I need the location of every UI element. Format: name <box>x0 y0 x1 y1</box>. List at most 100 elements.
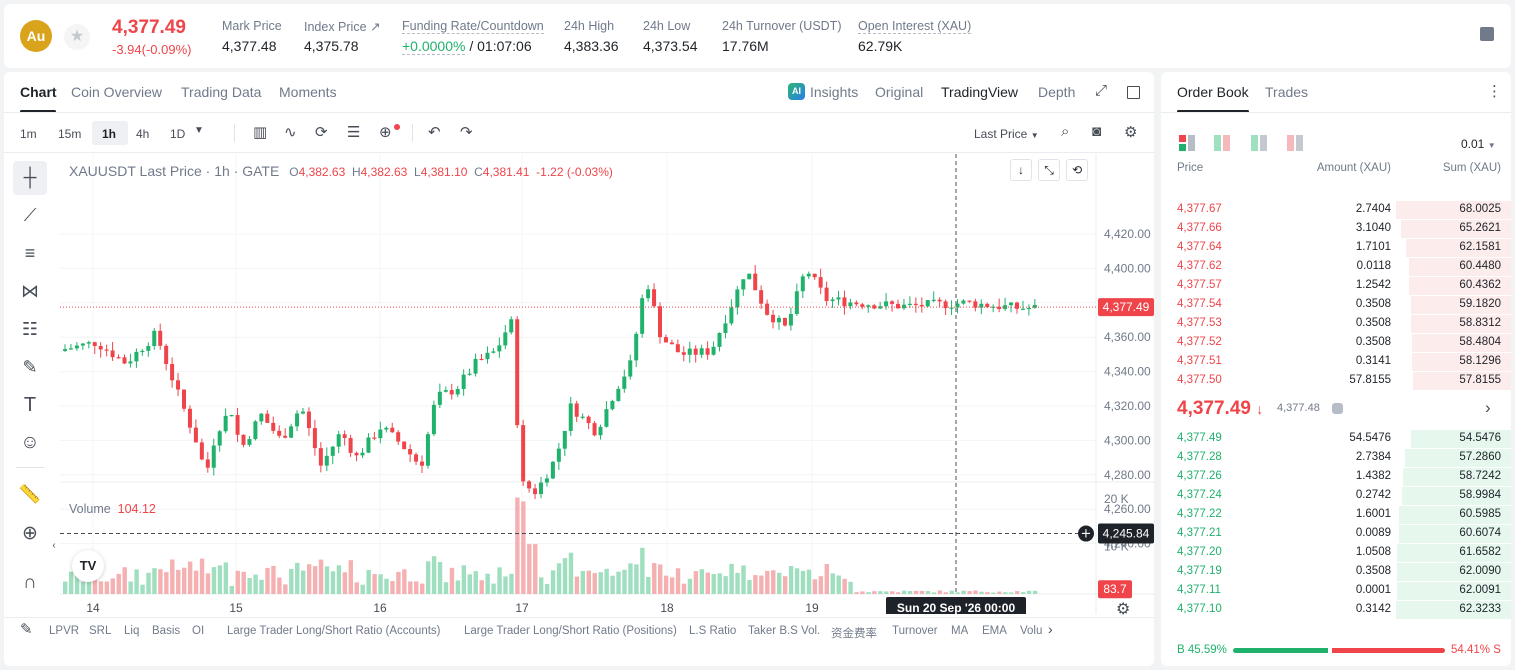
bid-row[interactable]: 4,377.10 0.3142 62.3233 <box>1161 600 1511 619</box>
precision-select[interactable]: 0.01 ▼ <box>1461 137 1496 151</box>
tab-depth[interactable]: Depth <box>1038 84 1076 100</box>
templates-icon[interactable]: ☰ <box>347 124 361 141</box>
indicator-liq[interactable]: Liq <box>124 625 140 637</box>
tab-tradingview[interactable]: TradingView <box>941 84 1019 100</box>
ask-row[interactable]: 4,377.64 1.7101 62.1581 <box>1161 238 1511 257</box>
ask-row[interactable]: 4,377.62 0.0118 60.4480 <box>1161 257 1511 276</box>
undo-icon[interactable]: ↶ <box>428 124 441 141</box>
collapse-toolbar-icon[interactable]: ‹ <box>52 540 56 551</box>
brush-icon[interactable]: ✎ <box>22 357 38 377</box>
emoji-icon[interactable]: ☺ <box>20 432 40 453</box>
bid-row[interactable]: 4,377.11 0.0001 62.0091 <box>1161 581 1511 600</box>
candles-icon[interactable]: ▥ <box>253 124 268 141</box>
ask-row[interactable]: 4,377.66 3.1040 65.2621 <box>1161 219 1511 238</box>
tab-trades[interactable]: Trades <box>1265 84 1309 100</box>
indicator-volume[interactable]: Volu <box>1020 625 1043 637</box>
bid-row[interactable]: 4,377.28 2.7384 57.2860 <box>1161 448 1511 467</box>
ask-row[interactable]: 4,377.54 0.3508 59.1820 <box>1161 295 1511 314</box>
search-icon[interactable]: ⌕ <box>1061 123 1070 140</box>
ask-row[interactable]: 4,377.67 2.7404 68.0025 <box>1161 200 1511 219</box>
bid-row[interactable]: 4,377.26 1.4382 58.7242 <box>1161 467 1511 486</box>
indicator-ema[interactable]: EMA <box>982 625 1007 637</box>
collapse-icon[interactable]: ⤡ <box>1038 159 1060 181</box>
indicator-ls-accounts[interactable]: Large Trader Long/Short Ratio (Accounts) <box>227 625 441 637</box>
indicator-ls-ratio[interactable]: L.S Ratio <box>689 625 737 637</box>
bid-row[interactable]: 4,377.22 1.6001 60.5985 <box>1161 505 1511 524</box>
text-tool-icon[interactable]: T <box>23 394 37 416</box>
chevron-right-icon[interactable]: › <box>1485 398 1491 417</box>
scroll-down-icon[interactable]: ↓ <box>1010 159 1032 181</box>
ask-row[interactable]: 4,377.52 0.3508 58.4804 <box>1161 333 1511 352</box>
ask-row[interactable]: 4,377.50 57.8155 57.8155 <box>1161 371 1511 390</box>
expand-icon[interactable]: ⤢ <box>1094 82 1107 99</box>
ask-price: 4,377.53 <box>1177 317 1222 329</box>
indicator-funding-rate[interactable]: 资金费率 <box>831 626 877 640</box>
tab-insights[interactable]: Insights <box>810 84 859 100</box>
redo-icon[interactable]: ↷ <box>460 124 473 141</box>
reset-icon[interactable]: ⟲ <box>1066 159 1088 181</box>
bid-depth-bar <box>1401 487 1511 505</box>
open-interest-label[interactable]: Open Interest (XAU) <box>858 19 972 34</box>
chart-settings-icon[interactable]: ⚙ <box>1116 601 1131 618</box>
pattern-icon[interactable]: ⋈ <box>21 281 39 301</box>
book-icon[interactable] <box>1480 27 1494 41</box>
ask-sum: 60.4480 <box>1459 260 1501 272</box>
indicator-lpvr[interactable]: LPVR <box>49 625 80 637</box>
favorite-star-icon[interactable]: ★ <box>64 24 90 50</box>
chevron-down-icon[interactable]: ▼ <box>194 125 204 136</box>
view-bids-icon[interactable] <box>1214 135 1230 151</box>
interval-1h[interactable]: 1h <box>102 127 117 141</box>
funding-rate-label[interactable]: Funding Rate/Countdown <box>402 19 544 34</box>
interval-4h[interactable]: 4h <box>136 127 150 141</box>
tab-coin-overview[interactable]: Coin Overview <box>71 84 163 100</box>
add-indicator-icon[interactable]: ⊕ <box>379 124 392 141</box>
tab-original[interactable]: Original <box>875 84 924 100</box>
indicator-oi[interactable]: OI <box>192 625 205 637</box>
camera-icon[interactable]: ◙ <box>1092 123 1102 140</box>
indicator-ls-positions[interactable]: Large Trader Long/Short Ratio (Positions… <box>464 625 677 637</box>
price-type-select[interactable]: Last Price ▼ <box>974 127 1039 141</box>
chevron-right-icon[interactable]: › <box>1048 621 1053 637</box>
interval-1m[interactable]: 1m <box>20 127 37 141</box>
tab-chart[interactable]: Chart <box>20 84 57 100</box>
volume-bar <box>663 575 669 594</box>
crosshair-icon[interactable]: ┼ <box>23 167 37 187</box>
tab-moments[interactable]: Moments <box>279 84 337 100</box>
index-price-label[interactable]: Index Price ↗ <box>304 20 381 34</box>
zoom-in-icon[interactable]: ⊕ <box>22 523 38 544</box>
view-asks-icon[interactable] <box>1287 135 1303 151</box>
bid-row[interactable]: 4,377.21 0.0089 60.6074 <box>1161 524 1511 543</box>
horizontal-lines-icon[interactable]: ≡ <box>24 243 36 263</box>
fib-icon[interactable]: ☷ <box>21 319 39 339</box>
bid-row[interactable]: 4,377.20 1.0508 61.6582 <box>1161 543 1511 562</box>
indicator-taker-vol[interactable]: Taker B.S Vol. <box>748 625 821 637</box>
price-chart[interactable]: 4,420.004,400.004,380.004,360.004,340.00… <box>60 154 1154 614</box>
indicators-icon[interactable]: ∿ <box>284 124 297 141</box>
trend-line-icon[interactable]: ⟋ <box>23 205 37 225</box>
indicator-turnover[interactable]: Turnover <box>892 625 938 637</box>
replay-icon[interactable]: ⟳ <box>315 124 328 141</box>
maximize-icon[interactable] <box>1127 86 1140 99</box>
view-asks-green-icon[interactable] <box>1251 135 1267 151</box>
bid-row[interactable]: 4,377.49 54.5476 54.5476 <box>1161 429 1511 448</box>
tab-trading-data[interactable]: Trading Data <box>181 84 262 100</box>
bid-row[interactable]: 4,377.24 0.2742 58.9984 <box>1161 486 1511 505</box>
interval-1d[interactable]: 1D <box>170 127 186 141</box>
magnet-icon[interactable]: ∩ <box>23 572 37 593</box>
tab-order-book[interactable]: Order Book <box>1177 84 1249 100</box>
volume-bar <box>806 569 812 594</box>
indicator-basis[interactable]: Basis <box>152 625 181 637</box>
ruler-icon[interactable]: 📏 <box>18 484 42 504</box>
ask-row[interactable]: 4,377.51 0.3141 58.1296 <box>1161 352 1511 371</box>
volume-bar <box>693 571 699 594</box>
interval-15m[interactable]: 15m <box>58 127 82 141</box>
view-both-icon[interactable] <box>1179 135 1195 151</box>
more-options-icon[interactable]: ⋮ <box>1487 83 1502 100</box>
indicator-srl[interactable]: SRL <box>89 625 112 637</box>
bid-row[interactable]: 4,377.19 0.3508 62.0090 <box>1161 562 1511 581</box>
settings-gear-icon[interactable]: ⚙ <box>1124 124 1138 141</box>
ask-row[interactable]: 4,377.53 0.3508 58.8312 <box>1161 314 1511 333</box>
indicator-ma[interactable]: MA <box>951 625 969 637</box>
draw-pencil-icon[interactable]: ✎ <box>20 621 33 638</box>
ask-row[interactable]: 4,377.57 1.2542 60.4362 <box>1161 276 1511 295</box>
